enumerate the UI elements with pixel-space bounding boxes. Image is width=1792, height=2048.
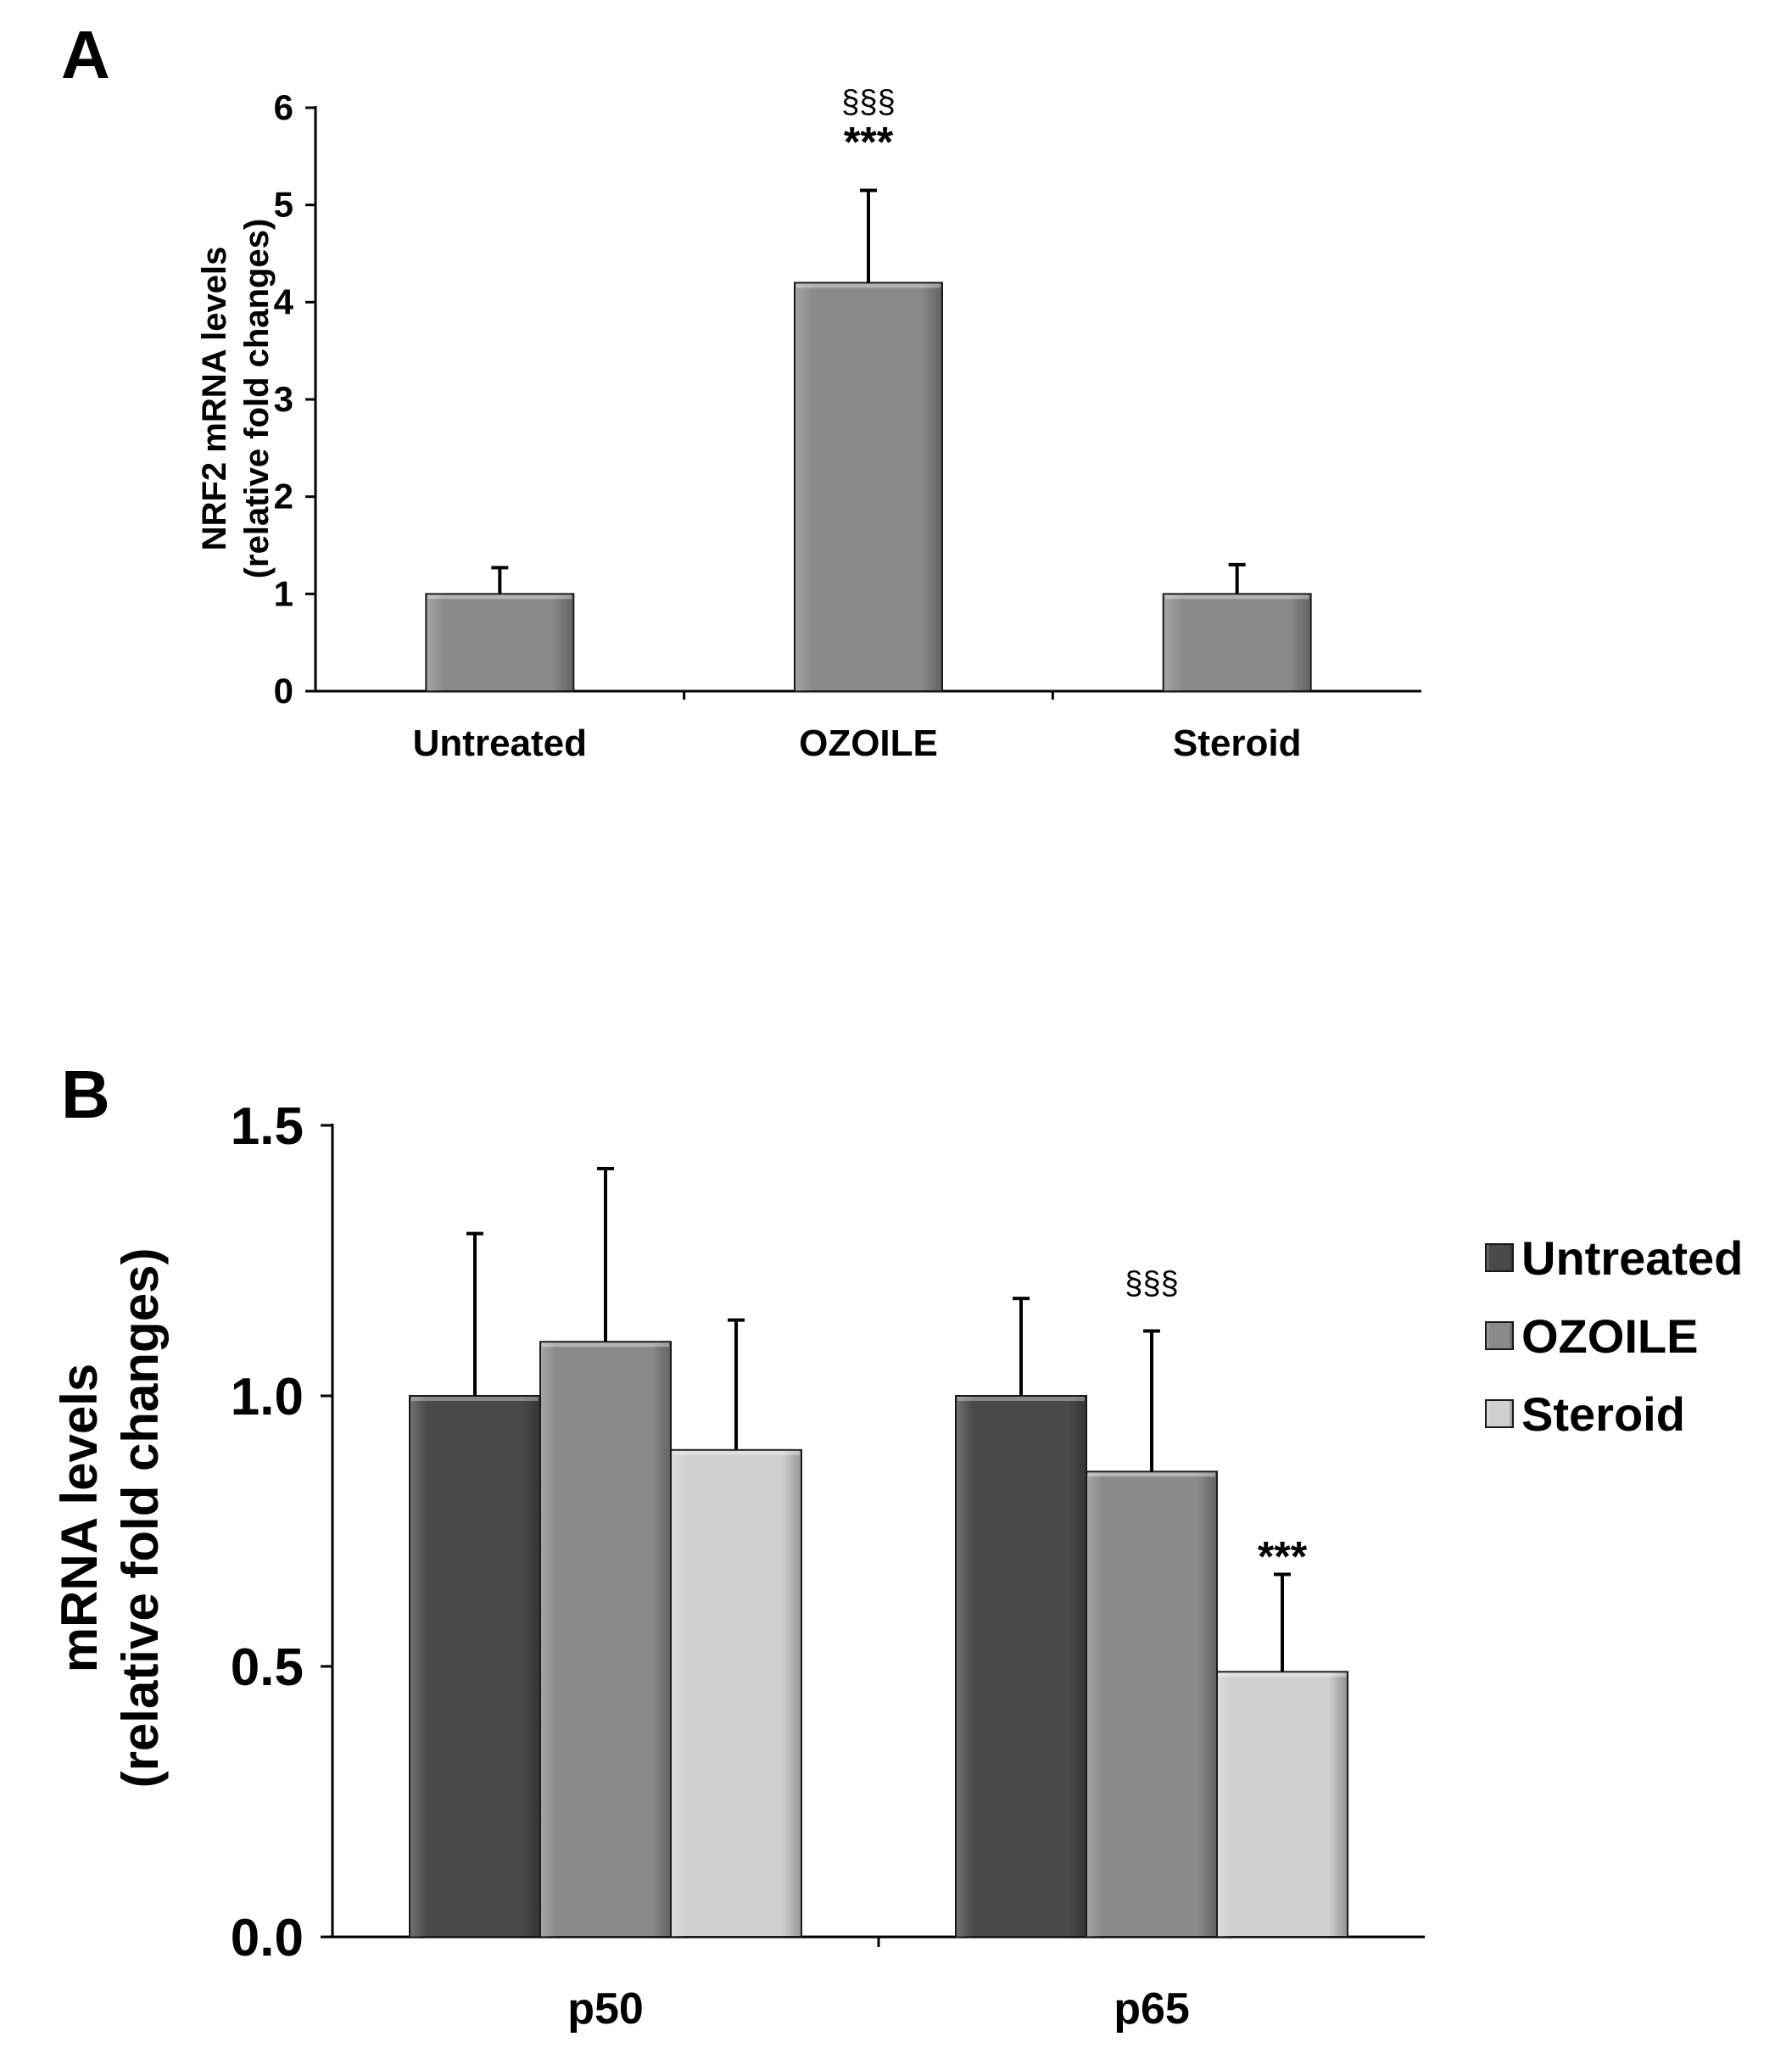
panel-a-y-tick-label: 5 <box>274 185 293 225</box>
panel-b-bar-p65-steroid-highlight <box>1219 1672 1346 1677</box>
panel-a-y-tick-label: 4 <box>274 282 294 321</box>
panel-a-bar-untreated-highlight <box>427 594 572 600</box>
panel-a-bar-ozoile-highlight <box>796 283 941 288</box>
panel-a-error-bar-steroid <box>1228 562 1246 594</box>
legend-swatch-shade-ozoile <box>1487 1323 1512 1348</box>
panel-a-y-axis-title-line: NRF2 mRNA levels <box>196 247 233 551</box>
panel-b-bar-p50-untreated-highlight <box>411 1397 539 1401</box>
panel-a-x-label-ozoile: OZOILE <box>799 723 938 764</box>
panel-b-significance-label: *** <box>1258 1533 1308 1581</box>
panel-b-y-tick-label: 0.5 <box>231 1638 304 1697</box>
panel-b-y-tick-label: 0.0 <box>231 1909 304 1967</box>
panel-a-y-tick-label: 6 <box>274 87 293 127</box>
panel-b-bar-p65-ozoile-shade <box>1087 1472 1216 1937</box>
legend-item-untreated: Untreated <box>1485 1231 1743 1285</box>
panel-b-bar-p65-untreated <box>955 1395 1087 1938</box>
panel-b-error-bar-p50-steroid <box>728 1318 745 1450</box>
panel-b-bar-p65-ozoile <box>1086 1470 1218 1938</box>
panel-b-error-bar-p65-ozoile <box>1143 1329 1160 1472</box>
legend-label-untreated: Untreated <box>1521 1231 1743 1285</box>
panel-b-bar-p65-steroid <box>1216 1671 1348 1938</box>
panel-b-bar-p50-untreated <box>409 1395 541 1938</box>
legend-item-ozoile: OZOILE <box>1485 1309 1698 1363</box>
panel-a-letter: A <box>61 17 110 92</box>
legend-item-steroid: Steroid <box>1485 1387 1685 1441</box>
panel-a-x-label-untreated: Untreated <box>413 723 587 764</box>
panel-a-error-bar-ozoile <box>860 188 877 283</box>
legend-swatch-shade-untreated <box>1487 1245 1512 1270</box>
panel-a-bar-steroid-shade <box>1164 594 1310 691</box>
panel-b-chart: B 0.0 0.5 1.0 1.5 mRNA levels(relative fold … <box>51 1057 1743 2034</box>
panel-a-significance-label: §§§ <box>841 84 895 120</box>
panel-b-letter: B <box>61 1057 110 1132</box>
panel-b-x-label-p65: p65 <box>1114 1984 1190 2034</box>
panel-b-significance-label: §§§ <box>1125 1265 1178 1301</box>
panel-a-bar-steroid <box>1162 593 1312 692</box>
panel-a-error-bar-untreated <box>491 566 509 594</box>
panel-a-y-tick-label: 0 <box>274 671 293 711</box>
panel-a-bar-untreated <box>425 593 575 692</box>
panel-b-bar-p50-untreated-shade <box>410 1397 539 1937</box>
panel-b-error-bar-p65-steroid <box>1274 1572 1291 1672</box>
panel-a-bar-steroid-highlight <box>1164 594 1309 600</box>
panel-b-bar-p50-steroid <box>670 1448 802 1939</box>
panel-b-y-tick-label: 1.5 <box>231 1097 304 1156</box>
panel-b-bar-p50-ozoile <box>539 1341 672 1938</box>
panel-a-x-label-steroid: Steroid <box>1173 723 1302 764</box>
panel-a-bar-ozoile <box>794 282 943 692</box>
panel-b-y-axis-title: mRNA levels(relative fold changes) <box>51 1248 169 1789</box>
panel-b-x-label-p50: p50 <box>567 1984 644 2034</box>
panel-b-error-bar-p50-ozoile <box>597 1167 614 1342</box>
legend-swatch-shade-steroid <box>1487 1401 1512 1426</box>
panel-a-significance-label: *** <box>844 118 894 165</box>
panel-b-bar-p65-untreated-shade <box>957 1397 1086 1937</box>
panel-b-y-tick-label: 1.0 <box>231 1368 304 1426</box>
legend-label-steroid: Steroid <box>1521 1387 1685 1441</box>
panel-b-bar-p65-steroid-shade <box>1218 1672 1347 1937</box>
panel-b-bar-p50-ozoile-highlight <box>542 1342 669 1348</box>
panel-b-y-axis-title-line: (relative fold changes) <box>112 1248 169 1789</box>
panel-a-y-axis-title-line: (relative fold changes) <box>238 219 276 579</box>
panel-b-bar-p50-ozoile-shade <box>541 1342 670 1937</box>
panel-a-y-tick-label: 2 <box>274 477 293 516</box>
panel-a-bar-ozoile-shade <box>796 283 941 691</box>
panel-b-bar-p50-steroid-shade <box>672 1450 801 1937</box>
panel-a-y-tick-label: 1 <box>274 573 293 613</box>
panel-b-y-axis-title-line: mRNA levels <box>51 1364 108 1673</box>
panel-a-y-axis-title: NRF2 mRNA levels (relative fold changes) <box>196 219 276 579</box>
panel-b-bar-p65-untreated-highlight <box>957 1397 1085 1401</box>
panel-b-bar-p65-ozoile-highlight <box>1088 1472 1215 1477</box>
panel-a-y-tick-label: 3 <box>274 379 293 419</box>
panel-b-error-bar-p50-untreated <box>466 1231 483 1396</box>
panel-b-bar-p50-steroid-highlight <box>673 1450 800 1455</box>
panel-b-legend: Untreated OZOILE Steroid <box>1485 1231 1743 1441</box>
legend-label-ozoile: OZOILE <box>1521 1309 1698 1363</box>
panel-a-chart: A 0 1 2 3 4 5 6 NRF2 mRNA levels (relative fold … <box>61 17 1421 764</box>
panel-a-bar-untreated-shade <box>427 594 573 691</box>
panel-b-error-bar-p65-untreated <box>1013 1297 1030 1396</box>
